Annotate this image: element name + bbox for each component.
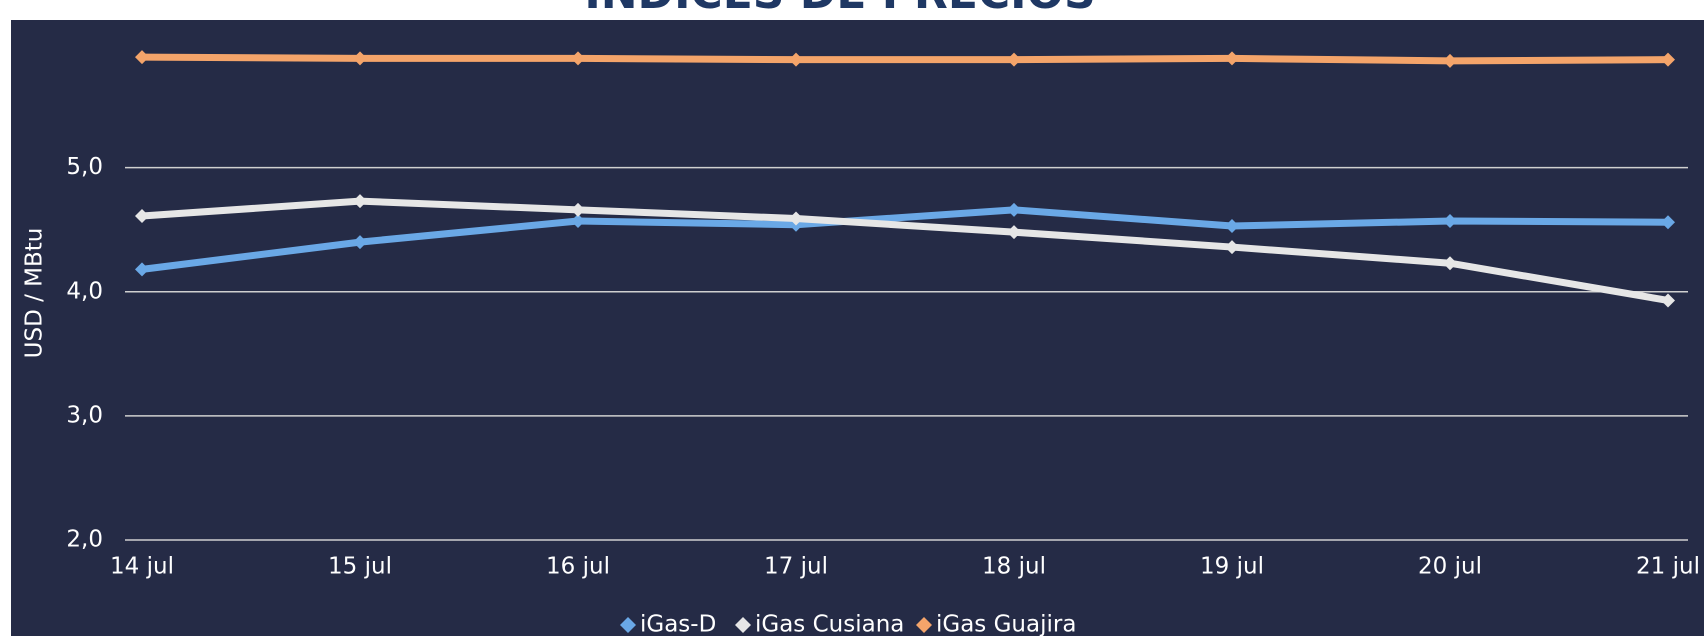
legend-marker <box>735 617 751 633</box>
data-marker <box>1661 215 1675 230</box>
legend-marker <box>620 617 636 633</box>
y-axis-label: USD / MBtu <box>22 228 48 359</box>
data-marker <box>789 211 803 226</box>
x-tick-label: 17 jul <box>764 554 828 580</box>
x-tick-label: 19 jul <box>1200 554 1264 580</box>
x-tick-label: 14 jul <box>110 554 174 580</box>
data-marker <box>1661 293 1675 308</box>
x-tick-label: 18 jul <box>982 554 1046 580</box>
data-marker <box>1225 218 1239 233</box>
data-marker <box>135 262 149 277</box>
legend-label: iGas Cusiana <box>755 612 904 636</box>
data-marker <box>1443 53 1457 68</box>
data-marker <box>1007 202 1021 217</box>
series-line <box>141 53 1669 65</box>
legend-label: iGas-D <box>640 612 716 636</box>
data-marker <box>353 235 367 250</box>
y-tick-label: 4,0 <box>66 278 103 304</box>
data-marker <box>1225 51 1239 66</box>
data-marker <box>353 51 367 66</box>
legend-marker <box>916 617 932 633</box>
data-marker <box>571 51 585 66</box>
data-marker <box>1225 240 1239 255</box>
data-marker <box>1443 256 1457 271</box>
y-tick-label: 5,0 <box>66 154 103 180</box>
data-marker <box>1661 52 1675 67</box>
x-tick-label: 16 jul <box>546 554 610 580</box>
data-marker <box>1007 225 1021 240</box>
series-line <box>141 197 1669 304</box>
data-marker <box>1007 52 1021 67</box>
data-marker <box>571 202 585 217</box>
y-tick-label: 3,0 <box>66 402 103 428</box>
data-marker <box>135 209 149 224</box>
data-marker <box>571 213 585 228</box>
plot-background <box>11 20 1704 636</box>
data-marker <box>1443 213 1457 228</box>
data-marker <box>789 52 803 67</box>
chart-title: ÍNDICES DE PRECIOS <box>584 0 1095 19</box>
y-tick-label: 2,0 <box>66 527 103 553</box>
x-tick-label: 20 jul <box>1418 554 1482 580</box>
series-line <box>141 206 1669 273</box>
legend-label: iGas Guajira <box>936 612 1076 636</box>
x-tick-label: 21 jul <box>1636 554 1700 580</box>
x-tick-label: 15 jul <box>328 554 392 580</box>
data-marker <box>135 50 149 65</box>
data-marker <box>353 194 367 209</box>
